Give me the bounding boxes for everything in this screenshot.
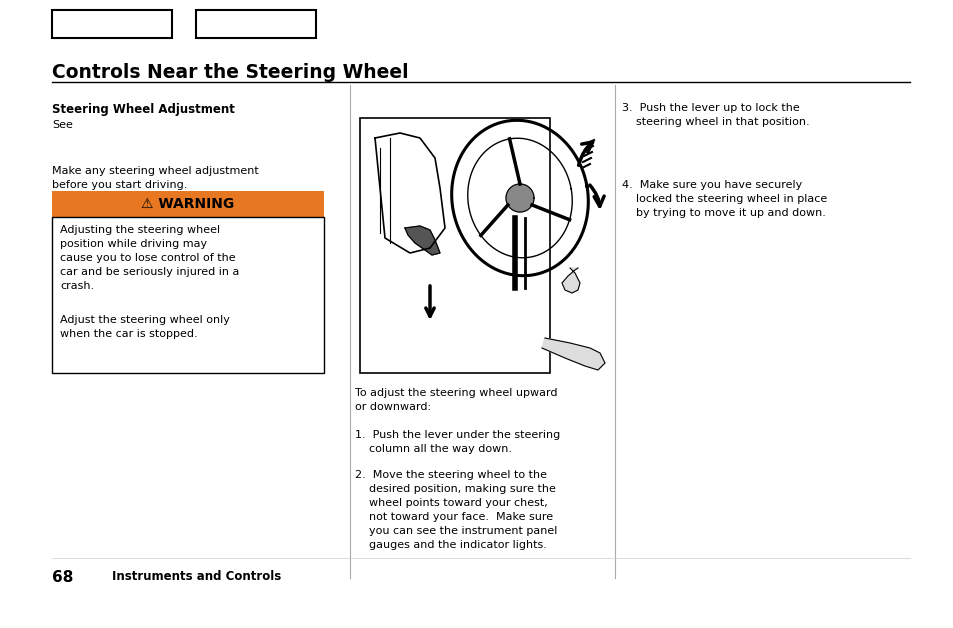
Text: 3.  Push the lever up to lock the
    steering wheel in that position.: 3. Push the lever up to lock the steerin… [621,103,809,127]
Bar [195,10,315,38]
Text: Controls Near the Steering Wheel: Controls Near the Steering Wheel [52,63,408,82]
Text: Steering Wheel Adjustment: Steering Wheel Adjustment [52,103,234,116]
Bar [52,10,172,38]
Text: To adjust the steering wheel upward
or downward:: To adjust the steering wheel upward or d… [355,388,557,412]
Text: ⚠ WARNING: ⚠ WARNING [141,197,234,211]
Bar [359,118,550,373]
Text: 68: 68 [52,570,73,585]
Text: Make any steering wheel adjustment
before you start driving.: Make any steering wheel adjustment befor… [52,166,258,190]
Text: See: See [52,120,72,130]
Bar [52,217,324,373]
Bar [52,191,324,217]
Text: Instruments and Controls: Instruments and Controls [112,570,281,583]
Text: 4.  Make sure you have securely
    locked the steering wheel in place
    by tr: 4. Make sure you have securely locked th… [621,180,826,218]
Polygon shape [541,338,604,370]
Text: 1.  Push the lever under the steering
    column all the way down.: 1. Push the lever under the steering col… [355,430,559,454]
Polygon shape [505,184,534,212]
Polygon shape [561,268,579,293]
Text: Adjust the steering wheel only
when the car is stopped.: Adjust the steering wheel only when the … [60,315,230,339]
Polygon shape [405,226,439,255]
Text: 2.  Move the steering wheel to the
    desired position, making sure the
    whe: 2. Move the steering wheel to the desire… [355,470,557,550]
Text: Adjusting the steering wheel
position while driving may
cause you to lose contro: Adjusting the steering wheel position wh… [60,225,239,291]
